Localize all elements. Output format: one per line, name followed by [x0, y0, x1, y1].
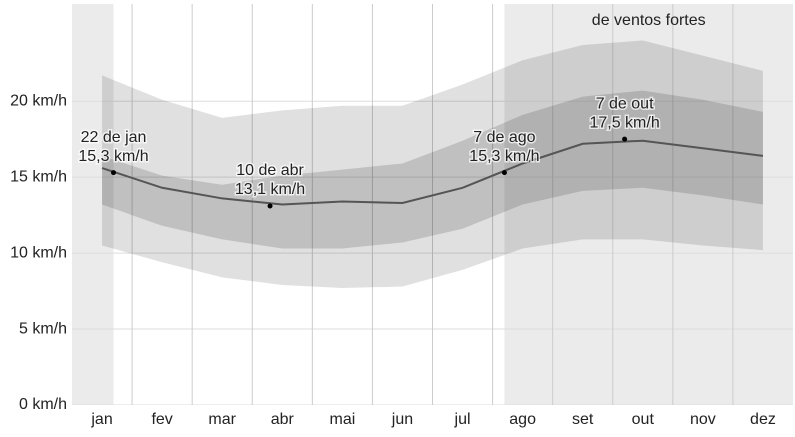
annotation-value: 17,5 km/h: [589, 114, 659, 131]
annotation-value: 13,1 km/h: [235, 181, 305, 198]
y-tick-label: 10 km/h: [10, 244, 67, 261]
annotation-value: 15,3 km/h: [78, 148, 148, 165]
annotation-date: 10 de abr: [236, 162, 304, 179]
x-tick-label: jul: [454, 411, 471, 428]
y-tick-label: 0 km/h: [19, 396, 67, 413]
annotation-dot: [622, 136, 628, 142]
windy-season: [72, 4, 114, 405]
x-tick-label: ago: [509, 411, 536, 428]
annotation-dot: [111, 170, 117, 176]
x-tick-label: mar: [208, 411, 236, 428]
annotation-dot: [267, 203, 273, 209]
annotation-date: 22 de jan: [81, 129, 147, 146]
annotation-date: 7 de out: [596, 95, 654, 112]
x-tick-label: set: [572, 411, 594, 428]
annotation-dot: [501, 170, 507, 176]
x-tick-label: out: [632, 411, 655, 428]
y-tick-label: 20 km/h: [10, 92, 67, 109]
x-tick-label: nov: [690, 411, 716, 428]
percentile-band: [102, 40, 763, 289]
x-tick-label: jun: [391, 411, 413, 428]
annotation-value: 15,3 km/h: [469, 148, 539, 165]
y-tick-label: 5 km/h: [19, 320, 67, 337]
x-tick-label: jan: [90, 411, 112, 428]
windy-season-label: de ventos fortes: [592, 12, 706, 29]
x-tick-label: mai: [329, 411, 355, 428]
median-line: [101, 139, 764, 206]
percentile-band: [102, 90, 763, 249]
x-tick-label: abr: [271, 411, 295, 428]
annotation-date: 7 de ago: [473, 129, 535, 146]
y-tick-label: 15 km/h: [10, 168, 67, 185]
x-tick-label: dez: [750, 411, 776, 428]
plot-area: [72, 4, 793, 405]
x-tick-label: fev: [151, 411, 172, 428]
